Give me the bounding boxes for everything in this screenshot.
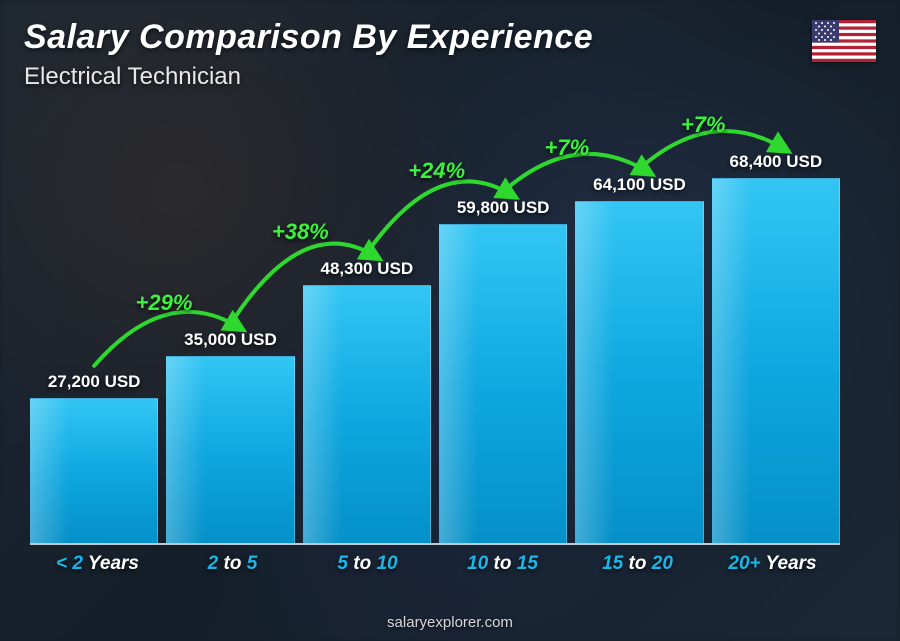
growth-pct-label: +7% — [545, 135, 590, 161]
growth-pct-label: +7% — [681, 112, 726, 138]
x-tick: 10 to 15 — [438, 545, 568, 581]
bar-value-label: 48,300 USD — [321, 259, 414, 279]
bar-value-label: 68,400 USD — [729, 152, 822, 172]
page-title: Salary Comparison By Experience — [24, 18, 876, 57]
x-tick: 2 to 5 — [168, 545, 298, 581]
bar — [30, 398, 158, 543]
bar-value-label: 27,200 USD — [48, 372, 141, 392]
footer-attribution: salaryexplorer.com — [0, 614, 900, 631]
bar-group: 68,400 USD — [712, 152, 840, 543]
growth-pct-label: +38% — [272, 219, 329, 245]
bar-value-label: 35,000 USD — [184, 330, 277, 350]
bar — [166, 356, 294, 543]
x-tick: 5 to 10 — [303, 545, 433, 581]
usa-flag-icon — [812, 20, 876, 62]
growth-pct-label: +29% — [136, 290, 193, 316]
bar — [303, 285, 431, 543]
header: Salary Comparison By Experience Electric… — [24, 18, 876, 91]
bar-value-label: 64,100 USD — [593, 175, 686, 195]
bar — [439, 224, 567, 543]
bar-group: 35,000 USD — [166, 330, 294, 543]
x-tick: < 2 Years — [33, 545, 163, 581]
bar-group: 48,300 USD — [303, 259, 431, 543]
infographic-container: Salary Comparison By Experience Electric… — [0, 0, 900, 641]
x-tick: 15 to 20 — [573, 545, 703, 581]
bar-group: 59,800 USD — [439, 198, 567, 543]
bar-group: 27,200 USD — [30, 372, 158, 543]
chart-area: 27,200 USD 35,000 USD 48,300 USD 59,800 USD… — [30, 100, 840, 581]
bar — [575, 201, 703, 543]
x-tick: 20+ Years — [708, 545, 838, 581]
bar — [712, 178, 840, 543]
page-subtitle: Electrical Technician — [24, 63, 876, 91]
growth-pct-label: +24% — [408, 158, 465, 184]
x-axis: < 2 Years2 to 55 to 1010 to 1515 to 2020… — [30, 543, 840, 581]
bar-group: 64,100 USD — [575, 175, 703, 543]
bar-value-label: 59,800 USD — [457, 198, 550, 218]
